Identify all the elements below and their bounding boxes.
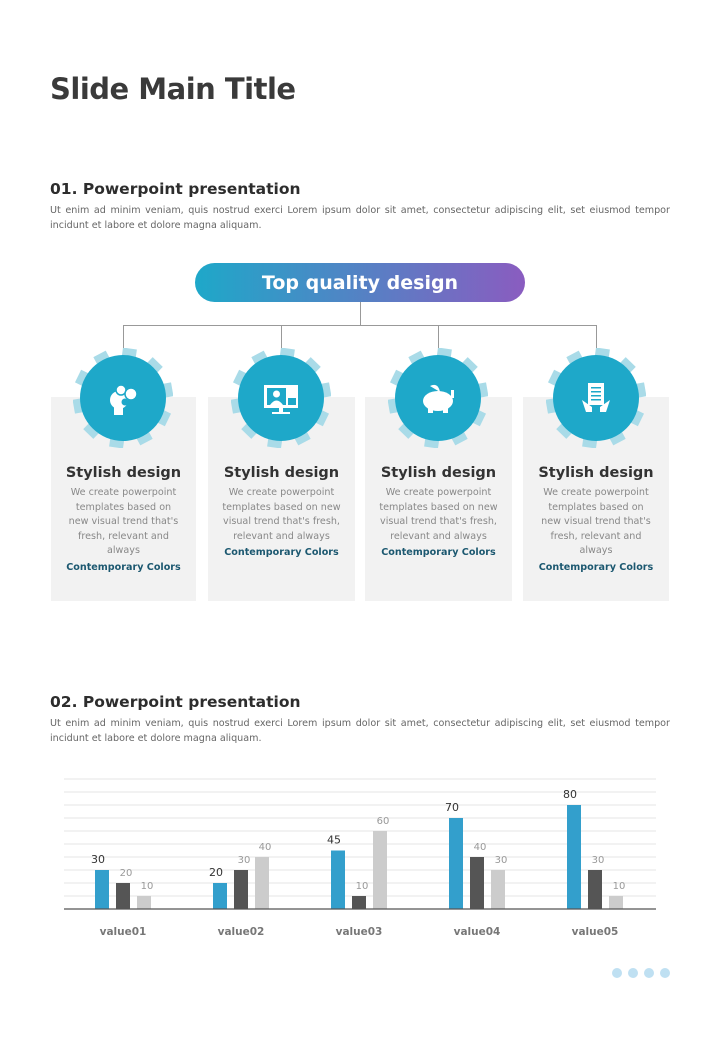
bar bbox=[567, 805, 581, 909]
section1-heading: 01. Powerpoint presentation bbox=[50, 180, 301, 198]
connector bbox=[438, 325, 439, 355]
pagination-dot bbox=[644, 968, 654, 978]
bar-chart: 30 20 10 value01 20 30 40 value02 45 10 60 value03 7… bbox=[64, 778, 656, 938]
data-label: 30 bbox=[238, 855, 251, 866]
bar bbox=[255, 857, 269, 909]
card-link[interactable]: Contemporary Colors bbox=[66, 561, 181, 573]
head-gears-icon bbox=[110, 384, 138, 415]
x-tick-label: value05 bbox=[572, 926, 619, 938]
bar bbox=[116, 883, 130, 909]
bar bbox=[449, 818, 463, 909]
bar bbox=[234, 870, 248, 909]
data-label: 20 bbox=[120, 868, 133, 879]
bar bbox=[213, 883, 227, 909]
x-tick-label: value03 bbox=[336, 926, 383, 938]
card-description: We create powerpoint templates based on … bbox=[379, 487, 498, 542]
x-tick-label: value04 bbox=[454, 926, 501, 938]
bar bbox=[331, 850, 345, 909]
pagination-dot bbox=[612, 968, 622, 978]
connector bbox=[124, 325, 596, 326]
bar bbox=[491, 870, 505, 909]
section2-body: Ut enim ad minim veniam, quis nostrud ex… bbox=[50, 718, 670, 744]
bar bbox=[470, 857, 484, 909]
card-title: Stylish design bbox=[538, 465, 654, 481]
connector bbox=[281, 325, 282, 355]
data-label: 80 bbox=[563, 788, 577, 801]
connector bbox=[123, 325, 124, 355]
slide-title: Slide Main Title bbox=[50, 72, 296, 106]
data-label: 10 bbox=[141, 881, 154, 892]
data-label: 40 bbox=[474, 842, 487, 853]
data-label: 60 bbox=[377, 816, 390, 827]
data-label: 30 bbox=[592, 855, 605, 866]
card-link[interactable]: Contemporary Colors bbox=[381, 547, 496, 558]
x-tick-label: value02 bbox=[218, 926, 265, 938]
connector bbox=[360, 302, 361, 325]
data-label: 10 bbox=[613, 881, 626, 892]
pagination-dot bbox=[628, 968, 638, 978]
data-label: 40 bbox=[259, 842, 272, 853]
gear-badge bbox=[231, 348, 331, 448]
data-label: 10 bbox=[356, 881, 369, 892]
section1-body: Ut enim ad minim veniam, quis nostrud ex… bbox=[50, 205, 670, 231]
section2-heading: 02. Powerpoint presentation bbox=[50, 693, 301, 711]
data-label: 30 bbox=[91, 853, 105, 866]
card-title: Stylish design bbox=[223, 465, 340, 481]
card-description: We create powerpoint templates based on … bbox=[541, 487, 651, 556]
bar bbox=[588, 870, 602, 909]
piggy-bank-icon bbox=[423, 384, 454, 413]
card-description: We create powerpoint templates based on … bbox=[222, 487, 341, 542]
data-label: 70 bbox=[445, 801, 459, 814]
data-label: 30 bbox=[495, 855, 508, 866]
gear-badge bbox=[388, 348, 488, 448]
gear-badge bbox=[73, 348, 173, 448]
card-title: Stylish design bbox=[380, 465, 497, 481]
card-description: We create powerpoint templates based on … bbox=[68, 487, 179, 556]
top-quality-pill: Top quality design bbox=[195, 263, 525, 302]
bar bbox=[137, 896, 151, 909]
gear-badge bbox=[546, 348, 646, 448]
card-link[interactable]: Contemporary Colors bbox=[538, 561, 654, 573]
data-label: 45 bbox=[327, 834, 341, 847]
bar bbox=[95, 870, 109, 909]
pagination-dot bbox=[660, 968, 670, 978]
bar bbox=[609, 896, 623, 909]
card-title: Stylish design bbox=[65, 465, 182, 481]
card-link[interactable]: Contemporary Colors bbox=[224, 547, 339, 558]
bar bbox=[352, 896, 366, 909]
connector bbox=[596, 325, 597, 355]
hands-document-icon bbox=[582, 383, 610, 412]
data-label: 20 bbox=[209, 866, 223, 879]
video-call-monitor-icon bbox=[264, 385, 298, 414]
x-tick-label: value01 bbox=[100, 926, 147, 938]
bar bbox=[373, 831, 387, 909]
